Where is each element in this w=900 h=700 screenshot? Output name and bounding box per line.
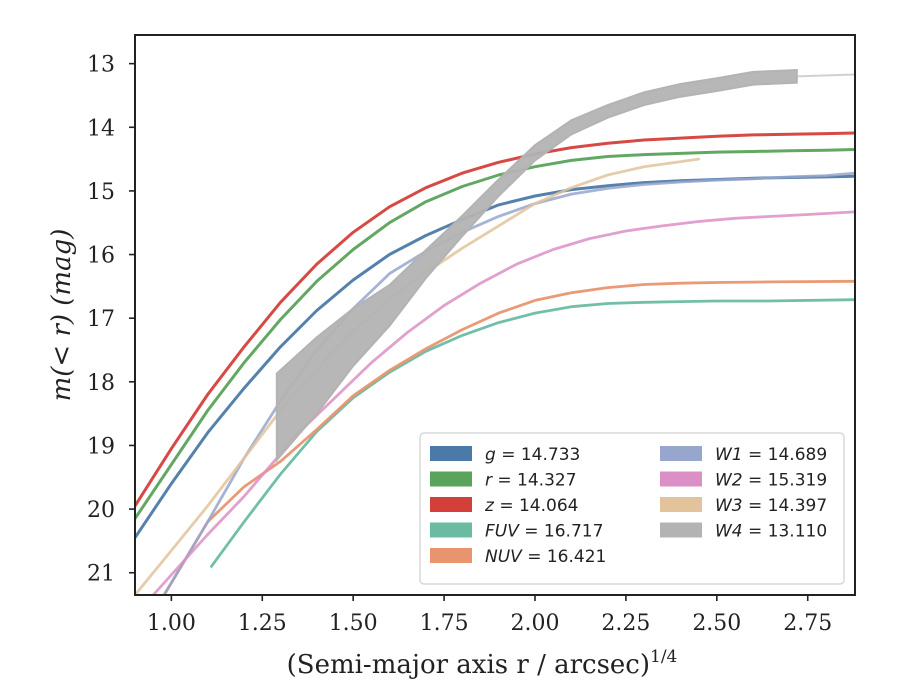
legend-series-name: r	[485, 471, 493, 491]
x-tick-label: 2.50	[692, 611, 741, 636]
series-layer	[135, 68, 855, 595]
legend-item-g: g = 14.733	[430, 445, 580, 465]
y-tick-label: 21	[87, 562, 115, 587]
x-tick-label: 1.25	[238, 611, 287, 636]
series-nuv-line	[162, 279, 855, 595]
legend-series-name: z	[484, 496, 495, 516]
legend-series-name: FUV	[485, 522, 520, 542]
legend-swatch	[430, 522, 472, 538]
y-tick-label: 18	[87, 371, 115, 396]
series-nuv	[162, 279, 855, 595]
legend-box	[419, 432, 845, 585]
legend-series-name: W4	[715, 522, 743, 542]
y-tick-label: 14	[87, 116, 115, 141]
legend-item-w3: W3 = 14.397	[660, 496, 827, 516]
legend-series-value: = 15.319	[743, 471, 828, 491]
legend-swatch	[660, 446, 702, 461]
legend-item-w4: W4 = 13.110	[660, 522, 827, 542]
legend-series-name: W3	[715, 496, 743, 516]
legend-series-value: = 14.064	[494, 496, 579, 516]
legend-series-name: W2	[715, 471, 743, 491]
legend-series-name: NUV	[485, 547, 523, 567]
y-axis-title: m(< r) (mag)	[47, 229, 77, 402]
y-axis: 13 14 15 16 17 18 19 20 21	[87, 53, 135, 587]
y-tick-label: 19	[87, 434, 115, 459]
legend-label: g = 14.733	[485, 445, 580, 465]
legend-label: W4 = 13.110	[715, 522, 827, 542]
legend-swatch	[660, 471, 702, 487]
series-w4-tail	[796, 73, 855, 78]
legend-item-z: z = 14.064	[430, 496, 578, 516]
legend-swatch	[430, 497, 472, 512]
legend-label: W2 = 15.319	[715, 471, 827, 491]
legend-label: W1 = 14.689	[715, 445, 827, 465]
legend-item-fuv: FUV = 16.717	[430, 522, 603, 542]
y-tick-label: 20	[87, 498, 115, 523]
x-tick-label: 2.25	[601, 611, 650, 636]
x-tick-label: 1.50	[329, 611, 378, 636]
plot-frame	[134, 34, 856, 596]
legend-label: NUV = 16.421	[485, 547, 606, 567]
legend-series-value: = 14.397	[743, 496, 828, 516]
y-tick-label: 16	[87, 244, 115, 269]
x-axis-title-text: (Semi-major axis r / arcsec)	[287, 650, 650, 680]
legend-swatch	[660, 497, 702, 512]
legend-swatch	[660, 522, 702, 538]
legend-series-name: g	[485, 445, 496, 465]
series-z-line	[135, 131, 855, 508]
legend-series-value: = 13.110	[743, 522, 828, 542]
legend-swatch	[430, 446, 472, 461]
x-axis: 1.00 1.25 1.50 1.75 2.00 2.25 2.50 2.75	[147, 595, 832, 636]
legend-label: FUV = 16.717	[485, 522, 603, 542]
legend-item-w2: W2 = 15.319	[660, 471, 827, 491]
x-axis-title: (Semi-major axis r / arcsec)1/4	[287, 647, 678, 680]
x-tick-label: 2.75	[783, 611, 832, 636]
series-fuv	[210, 298, 855, 568]
legend-label: W3 = 14.397	[715, 496, 827, 516]
legend-series-value: = 14.733	[496, 445, 581, 465]
x-tick-label: 1.00	[147, 611, 196, 636]
legend-item-w1: W1 = 14.689	[660, 445, 827, 465]
legend-series-value: = 16.717	[519, 522, 604, 542]
legend-item-nuv: NUV = 16.421	[430, 547, 606, 567]
legend-item-r: r = 14.327	[430, 471, 577, 491]
series-w4	[275, 68, 855, 463]
legend-label: r = 14.327	[485, 471, 577, 491]
legend-series-value: = 16.421	[522, 547, 607, 567]
legend-series-value: = 14.689	[743, 445, 828, 465]
x-axis-title-exponent: 1/4	[650, 647, 677, 667]
y-tick-label: 17	[87, 307, 115, 332]
legend-series-name: W1	[715, 445, 743, 465]
x-tick-label: 1.75	[420, 611, 469, 636]
series-z	[135, 131, 855, 508]
x-tick-label: 2.00	[511, 611, 560, 636]
series-r-line	[135, 148, 855, 521]
y-tick-label: 13	[87, 53, 115, 78]
series-r	[135, 148, 855, 521]
legend-series-value: = 14.327	[492, 471, 577, 491]
legend-swatch	[430, 548, 472, 563]
series-fuv-line	[210, 298, 855, 568]
legend-swatch	[430, 471, 472, 487]
legend-label: z = 14.064	[484, 496, 578, 516]
y-tick-label: 15	[87, 180, 115, 205]
series-w4-band	[275, 68, 798, 463]
